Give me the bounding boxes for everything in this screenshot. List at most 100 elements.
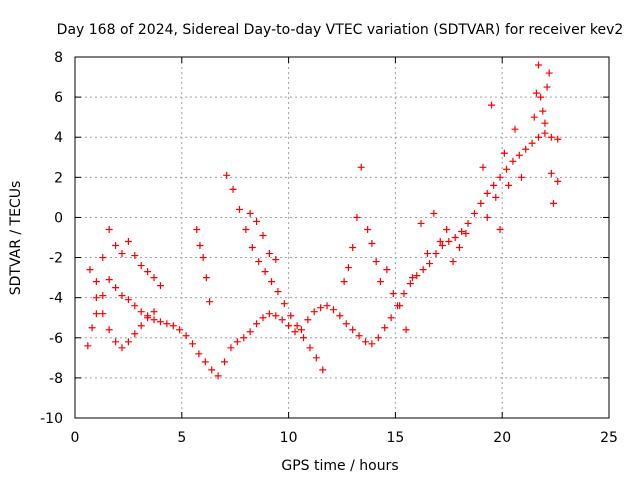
data-point (229, 185, 237, 193)
data-point (196, 242, 204, 250)
data-point (208, 366, 216, 374)
y-tick-label: 4 (54, 130, 63, 146)
data-point (176, 326, 184, 334)
data-point (261, 268, 269, 276)
data-point (364, 225, 372, 233)
data-point (233, 338, 241, 346)
data-point (361, 338, 369, 346)
data-point (541, 119, 549, 127)
data-point (353, 213, 361, 221)
data-point (99, 292, 107, 300)
data-point (554, 135, 562, 143)
data-point (436, 238, 444, 246)
data-point (278, 316, 286, 324)
data-point (118, 250, 126, 258)
data-point (86, 266, 94, 274)
data-point (515, 151, 523, 159)
chart-title: Day 168 of 2024, Sidereal Day-to-day VTE… (57, 22, 624, 38)
series-segment-6-7h (193, 225, 214, 306)
data-point (206, 298, 214, 306)
y-tick-label: 8 (54, 50, 63, 66)
data-point (355, 332, 363, 340)
data-point (201, 358, 209, 366)
data-point (150, 316, 158, 324)
data-point (342, 320, 350, 328)
data-point (246, 328, 254, 336)
data-point (112, 242, 120, 250)
data-point (545, 69, 553, 77)
data-point (223, 171, 231, 179)
data-point (423, 250, 431, 258)
data-point (105, 225, 113, 233)
data-point (274, 288, 282, 296)
data-point (381, 324, 389, 332)
data-point (349, 244, 357, 252)
data-point (304, 316, 312, 324)
data-point (464, 219, 472, 227)
y-tick-label: -4 (49, 291, 63, 307)
y-tick-label: -6 (49, 331, 63, 347)
data-point (150, 308, 158, 316)
series-main-trend (84, 129, 562, 380)
data-point (535, 61, 543, 69)
data-point (291, 328, 299, 336)
data-point (344, 264, 352, 272)
data-point (248, 244, 256, 252)
data-point (426, 260, 434, 268)
data-point (272, 256, 280, 264)
data-point (376, 278, 384, 286)
data-point (99, 254, 107, 262)
series-cloud-19-21h (479, 101, 525, 233)
data-points (84, 61, 562, 380)
data-point (199, 254, 207, 262)
data-point (511, 125, 519, 133)
data-point (517, 173, 525, 181)
series-scatter-14-16h (376, 266, 416, 334)
data-point (329, 306, 337, 314)
data-point (253, 217, 261, 225)
series-upper-branch (86, 225, 164, 290)
data-point (430, 209, 438, 217)
data-point (396, 302, 404, 310)
data-point (169, 322, 177, 330)
x-tick-label: 20 (493, 430, 511, 446)
y-tick-label: -10 (40, 411, 63, 427)
data-point (419, 266, 427, 274)
y-tick-label: 0 (54, 210, 63, 226)
data-point (340, 278, 348, 286)
data-point (259, 314, 267, 322)
x-tick-label: 10 (280, 430, 298, 446)
y-tick-label: 6 (54, 90, 63, 106)
data-point (317, 304, 325, 312)
data-point (105, 326, 113, 334)
data-point (246, 209, 254, 217)
data-point (547, 169, 555, 177)
data-point (306, 344, 314, 352)
data-point (144, 314, 152, 322)
series-descending-branch-7-12h (223, 171, 327, 374)
data-point (124, 238, 132, 246)
data-point (372, 258, 380, 266)
x-axis-label: GPS time / hours (281, 458, 398, 474)
data-point (323, 302, 331, 310)
data-point (509, 157, 517, 165)
data-point (402, 326, 410, 334)
data-point (443, 225, 451, 233)
data-point (336, 312, 344, 320)
data-point (202, 274, 210, 282)
data-point (406, 280, 414, 288)
data-point (535, 133, 543, 141)
data-point (496, 173, 504, 181)
data-point (221, 358, 229, 366)
data-point (285, 322, 293, 330)
data-point (312, 354, 320, 362)
data-point (92, 278, 100, 286)
data-point (537, 93, 545, 101)
data-point (400, 290, 408, 298)
data-point (492, 193, 500, 201)
data-point (268, 278, 276, 286)
data-point (105, 276, 113, 284)
data-point (112, 338, 120, 346)
data-point (300, 334, 308, 342)
y-tick-label: -2 (49, 251, 63, 267)
